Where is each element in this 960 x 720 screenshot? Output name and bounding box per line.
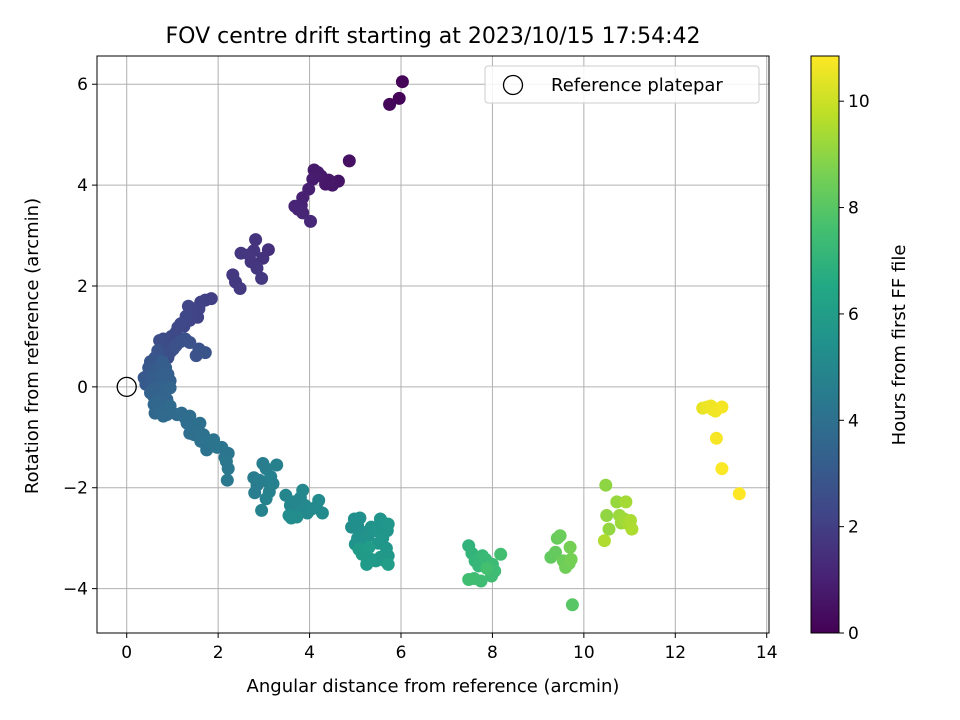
data-point [198,346,212,360]
x-tick-label: 4 [304,643,315,663]
data-point [220,473,234,487]
y-tick-label: −4 [63,580,88,600]
data-point [565,598,579,612]
x-tick-label: 14 [756,643,778,663]
legend-box [484,65,760,104]
colorbar-gradient [810,55,840,634]
data-point [732,487,746,501]
data-point [306,172,320,186]
x-axis-label: Angular distance from reference (arcmin) [247,676,620,697]
data-point [153,334,167,347]
data-point [395,75,409,89]
plot-area: 0 2 4 6 8 10 12 14 −4 −2 0 2 4 6 [63,55,778,663]
data-point [234,246,248,260]
data-point [360,557,374,571]
data-point [480,561,494,575]
chart-title: FOV centre drift starting at 2023/10/15 … [166,24,701,49]
data-point [315,506,329,520]
colorbar-tick-label: 10 [848,92,870,112]
legend-marker-reference [502,74,524,96]
data-point [494,547,508,561]
data-point [270,458,284,472]
data-point [256,251,270,265]
y-tick-label: −2 [63,479,88,499]
colorbar-tick-label: 4 [848,411,859,431]
colorbar-tick-label: 0 [848,624,859,644]
data-point [599,478,613,492]
colorbar: 0 2 4 6 8 10 [810,55,870,644]
data-point [255,503,269,517]
y-axis-label: Rotation from reference (arcmin) [22,198,43,494]
y-tick-label: 0 [77,378,88,398]
data-point [709,431,723,445]
data-point [619,495,633,509]
colorbar-tick-label: 6 [848,305,859,325]
data-point [282,509,296,522]
data-point [392,91,406,105]
data-point [563,540,577,554]
colorbar-tick-label: 2 [848,518,859,538]
data-point [353,511,367,525]
y-tick-label: 4 [77,176,88,196]
data-point [462,573,476,586]
data-point [342,154,356,168]
data-point [248,486,262,500]
legend: Reference platepar [484,65,760,104]
data-point [255,271,269,285]
data-point [163,381,177,395]
data-point [183,336,197,349]
data-point [249,233,263,247]
data-point [181,299,195,313]
data-point [250,261,264,275]
data-point [304,214,317,228]
data-point [597,534,611,548]
data-point [221,462,235,476]
y-tick-label: 2 [77,277,88,297]
x-tick-label: 12 [664,643,686,663]
data-point [156,409,170,423]
x-tick-label: 10 [573,643,595,663]
data-point [233,282,247,295]
data-point [259,492,273,506]
colorbar-tick-label: 8 [848,199,859,219]
x-tick-label: 6 [396,643,407,663]
colorbar-label: Hours from first FF file [889,245,910,446]
data-point [602,522,616,536]
axes-frame [96,55,770,634]
x-tick-label: 2 [213,643,224,663]
data-point [600,509,614,522]
data-point [352,542,366,556]
data-point [312,493,326,507]
data-point [296,206,310,220]
data-point [610,495,624,509]
data-point [193,416,207,430]
data-point [715,462,729,476]
data-point [296,483,310,497]
data-point [549,545,562,559]
data-point [381,517,395,531]
data-point [553,529,567,543]
x-tick-label: 0 [121,643,132,663]
legend-entry-reference: Reference platepar [551,75,723,96]
data-point [625,522,639,536]
reference-platepar-marker [116,376,137,398]
data-point [564,552,578,566]
data-point [381,557,395,571]
x-tick-label: 8 [487,643,498,663]
data-point [383,97,397,111]
data-point [362,540,376,554]
y-tick-label: 6 [77,75,88,95]
data-point [715,400,729,414]
